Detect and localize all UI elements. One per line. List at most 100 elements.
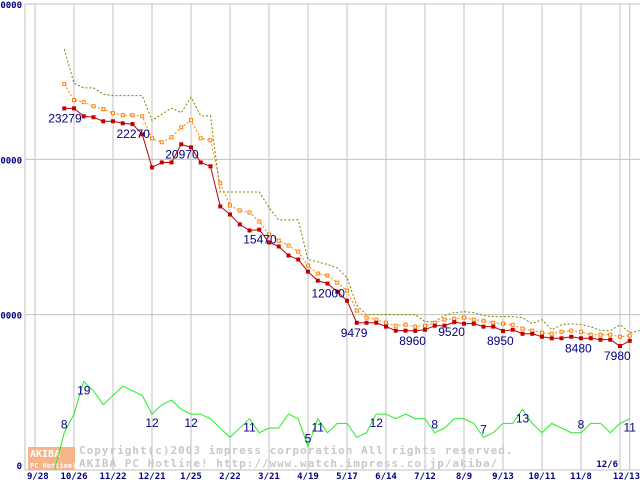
price-label: 8960 bbox=[399, 334, 426, 348]
price-label: 8950 bbox=[487, 334, 514, 348]
marker-average bbox=[608, 332, 613, 337]
marker-average bbox=[540, 330, 544, 335]
marker-average bbox=[598, 332, 603, 337]
marker-average bbox=[501, 321, 505, 326]
x-tick-label: 12/21 bbox=[138, 472, 165, 480]
x-tick-label: 12/6 bbox=[596, 460, 618, 470]
marker-minimum bbox=[579, 336, 583, 341]
marker-average bbox=[208, 138, 213, 143]
x-tick-label: 11/8 bbox=[570, 472, 592, 480]
x-tick-label: 11/22 bbox=[99, 472, 126, 480]
marker-minimum bbox=[345, 298, 349, 303]
x-tick-label: 8/9 bbox=[456, 472, 472, 480]
marker-minimum bbox=[101, 119, 106, 124]
x-tick-label: 12/13 bbox=[613, 472, 640, 480]
x-tick-label: 6/14 bbox=[375, 472, 397, 480]
x-tick-label: 4/19 bbox=[297, 472, 319, 480]
marker-minimum bbox=[159, 160, 164, 165]
marker-minimum bbox=[120, 121, 125, 126]
marker-average bbox=[218, 181, 223, 186]
y-tick-label: 20000 bbox=[0, 156, 22, 166]
marker-average bbox=[179, 125, 184, 130]
marker-minimum bbox=[325, 281, 330, 286]
marker-average bbox=[403, 322, 408, 327]
marker-average bbox=[442, 317, 447, 322]
y-tick-label: 0 bbox=[17, 462, 22, 472]
marker-minimum bbox=[247, 228, 252, 233]
marker-average bbox=[471, 317, 476, 322]
marker-minimum bbox=[306, 269, 310, 274]
marker-minimum bbox=[540, 334, 544, 339]
marker-minimum bbox=[530, 331, 535, 336]
x-tick-label: 3/21 bbox=[258, 472, 280, 480]
marker-minimum bbox=[91, 115, 96, 120]
marker-average bbox=[130, 113, 135, 118]
marker-minimum bbox=[198, 160, 203, 165]
marker-average bbox=[189, 118, 193, 123]
marker-average bbox=[618, 334, 622, 339]
marker-average bbox=[257, 219, 262, 224]
marker-average bbox=[354, 308, 359, 313]
marker-minimum bbox=[384, 324, 388, 329]
marker-minimum bbox=[510, 327, 515, 332]
marker-average bbox=[315, 271, 320, 276]
marker-average bbox=[276, 238, 281, 243]
marker-minimum bbox=[403, 328, 408, 333]
marker-minimum bbox=[189, 145, 193, 150]
marker-minimum bbox=[218, 204, 223, 209]
marker-minimum bbox=[608, 337, 613, 342]
marker-minimum bbox=[276, 244, 281, 249]
x-tick-label: 5/17 bbox=[336, 472, 358, 480]
series-layer bbox=[35, 48, 640, 471]
marker-minimum bbox=[393, 328, 398, 333]
marker-average bbox=[559, 329, 564, 334]
logo-bottom-text: PC Hotline! bbox=[30, 462, 76, 470]
marker-minimum bbox=[462, 321, 466, 326]
marker-minimum bbox=[627, 338, 632, 343]
marker-average bbox=[267, 232, 271, 237]
x-tick-label: 1/25 bbox=[180, 472, 202, 480]
marker-average bbox=[72, 98, 76, 103]
grid bbox=[25, 3, 640, 471]
marker-average bbox=[169, 135, 174, 140]
marker-average bbox=[286, 243, 291, 248]
marker-average bbox=[325, 273, 330, 278]
marker-average bbox=[159, 140, 164, 145]
marker-minimum bbox=[140, 132, 145, 137]
marker-average bbox=[120, 113, 125, 118]
marker-average bbox=[588, 332, 593, 337]
count-label: 13 bbox=[516, 411, 530, 425]
marker-average bbox=[237, 208, 242, 213]
price-label: 15470 bbox=[243, 233, 277, 247]
marker-minimum bbox=[549, 336, 554, 341]
marker-average bbox=[384, 320, 388, 325]
marker-minimum bbox=[267, 240, 271, 245]
marker-average bbox=[306, 263, 310, 268]
marker-average bbox=[91, 104, 96, 109]
price-label: 8480 bbox=[565, 341, 592, 355]
marker-average bbox=[481, 318, 486, 323]
marker-average bbox=[81, 100, 86, 105]
marker-average bbox=[530, 328, 535, 333]
count-label: 19 bbox=[77, 383, 91, 397]
price-label: 12000 bbox=[312, 287, 346, 301]
marker-average bbox=[364, 315, 369, 320]
marker-minimum bbox=[72, 106, 76, 111]
marker-average bbox=[198, 136, 203, 141]
marker-average bbox=[101, 107, 106, 112]
site-url-text: AKIBA PC Hotline! http://www.watch.impre… bbox=[79, 457, 498, 470]
count-label: 8 bbox=[578, 418, 585, 432]
marker-minimum bbox=[237, 222, 242, 227]
series-line-shop_count bbox=[35, 380, 630, 471]
marker-minimum bbox=[442, 323, 447, 328]
logo-top-text: AKIBA bbox=[30, 449, 60, 460]
marker-minimum bbox=[286, 253, 291, 258]
data-labels: 23279 22270 20970 15470 12000 9479 8960 9520 895… bbox=[48, 111, 636, 445]
marker-minimum bbox=[559, 336, 564, 341]
count-label: 11 bbox=[243, 421, 256, 435]
marker-minimum bbox=[520, 331, 525, 336]
marker-minimum bbox=[432, 323, 437, 328]
marker-average bbox=[413, 324, 418, 329]
marker-average bbox=[374, 317, 379, 322]
